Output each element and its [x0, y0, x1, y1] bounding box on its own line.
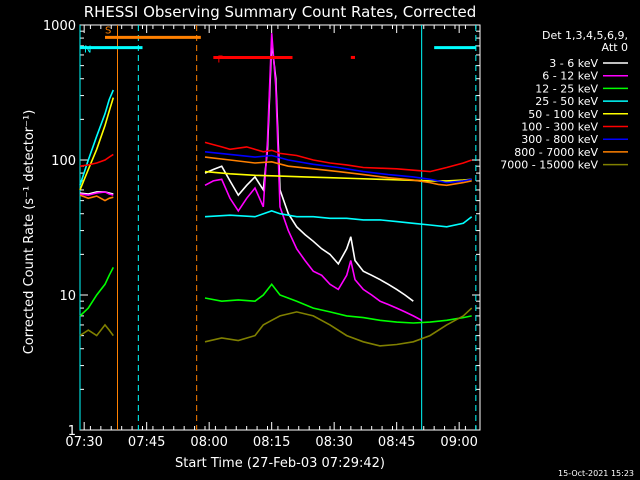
y-axis-label: Corrected Count Rate (s⁻¹ detector⁻¹) [22, 110, 37, 355]
series-line [204, 151, 472, 184]
series-line [79, 194, 114, 202]
series-line [204, 282, 472, 324]
y-tick-label: 1 [68, 424, 76, 439]
x-tick-label: 07:30 [65, 435, 102, 450]
x-tick-label: 08:30 [315, 435, 352, 450]
series-line [204, 156, 472, 187]
series-line [79, 97, 115, 191]
x-tick-label: 08:45 [378, 435, 415, 450]
y-tick-label: 10 [59, 289, 76, 304]
legend-label: 25 - 50 keV [535, 95, 598, 108]
x-tick-label: 07:45 [128, 435, 165, 450]
series-line [204, 41, 414, 302]
marker-label: F [217, 54, 223, 65]
legend-label: 6 - 12 keV [542, 70, 598, 83]
y-tick-label: 1000 [43, 19, 76, 34]
legend-header-line: Att 0 [602, 41, 628, 54]
legend-label: 50 - 100 keV [528, 108, 598, 121]
series-line [79, 323, 114, 337]
legend-label: 300 - 800 keV [521, 133, 598, 146]
x-tick-label: 08:00 [190, 435, 227, 450]
y-tick-label: 100 [51, 154, 76, 169]
footer-timestamp: 15-Oct-2021 15:23 [558, 469, 634, 478]
chart-title: RHESSI Observing Summary Count Rates, Co… [84, 3, 477, 21]
legend-label: 7000 - 15000 keV [500, 159, 598, 172]
marker-label: S [105, 25, 111, 36]
series-line [204, 170, 472, 182]
plot-area: 1 10 100 1000 07:30 07:45 08:00 08:15 08:30 08:45… [43, 19, 481, 450]
legend-label: 100 - 300 keV [521, 121, 598, 134]
legend-header-line: Det 1,3,4,5,6,9, [542, 29, 628, 42]
x-tick-label: 09:00 [440, 435, 477, 450]
series-line [204, 307, 473, 347]
series-line [204, 33, 423, 322]
legend-label: 800 - 7000 keV [514, 146, 598, 159]
x-tick-label: 08:15 [253, 435, 290, 450]
series-line [79, 191, 114, 196]
series-line [79, 153, 114, 167]
series-line [204, 141, 472, 173]
series-line [79, 89, 115, 186]
legend-label: 12 - 25 keV [535, 82, 598, 95]
series-line [79, 267, 115, 317]
marker-label: N [84, 45, 91, 56]
x-axis-label: Start Time (27-Feb-03 07:29:42) [175, 456, 385, 471]
series-line [204, 210, 473, 228]
legend-label: 3 - 6 keV [549, 57, 598, 70]
